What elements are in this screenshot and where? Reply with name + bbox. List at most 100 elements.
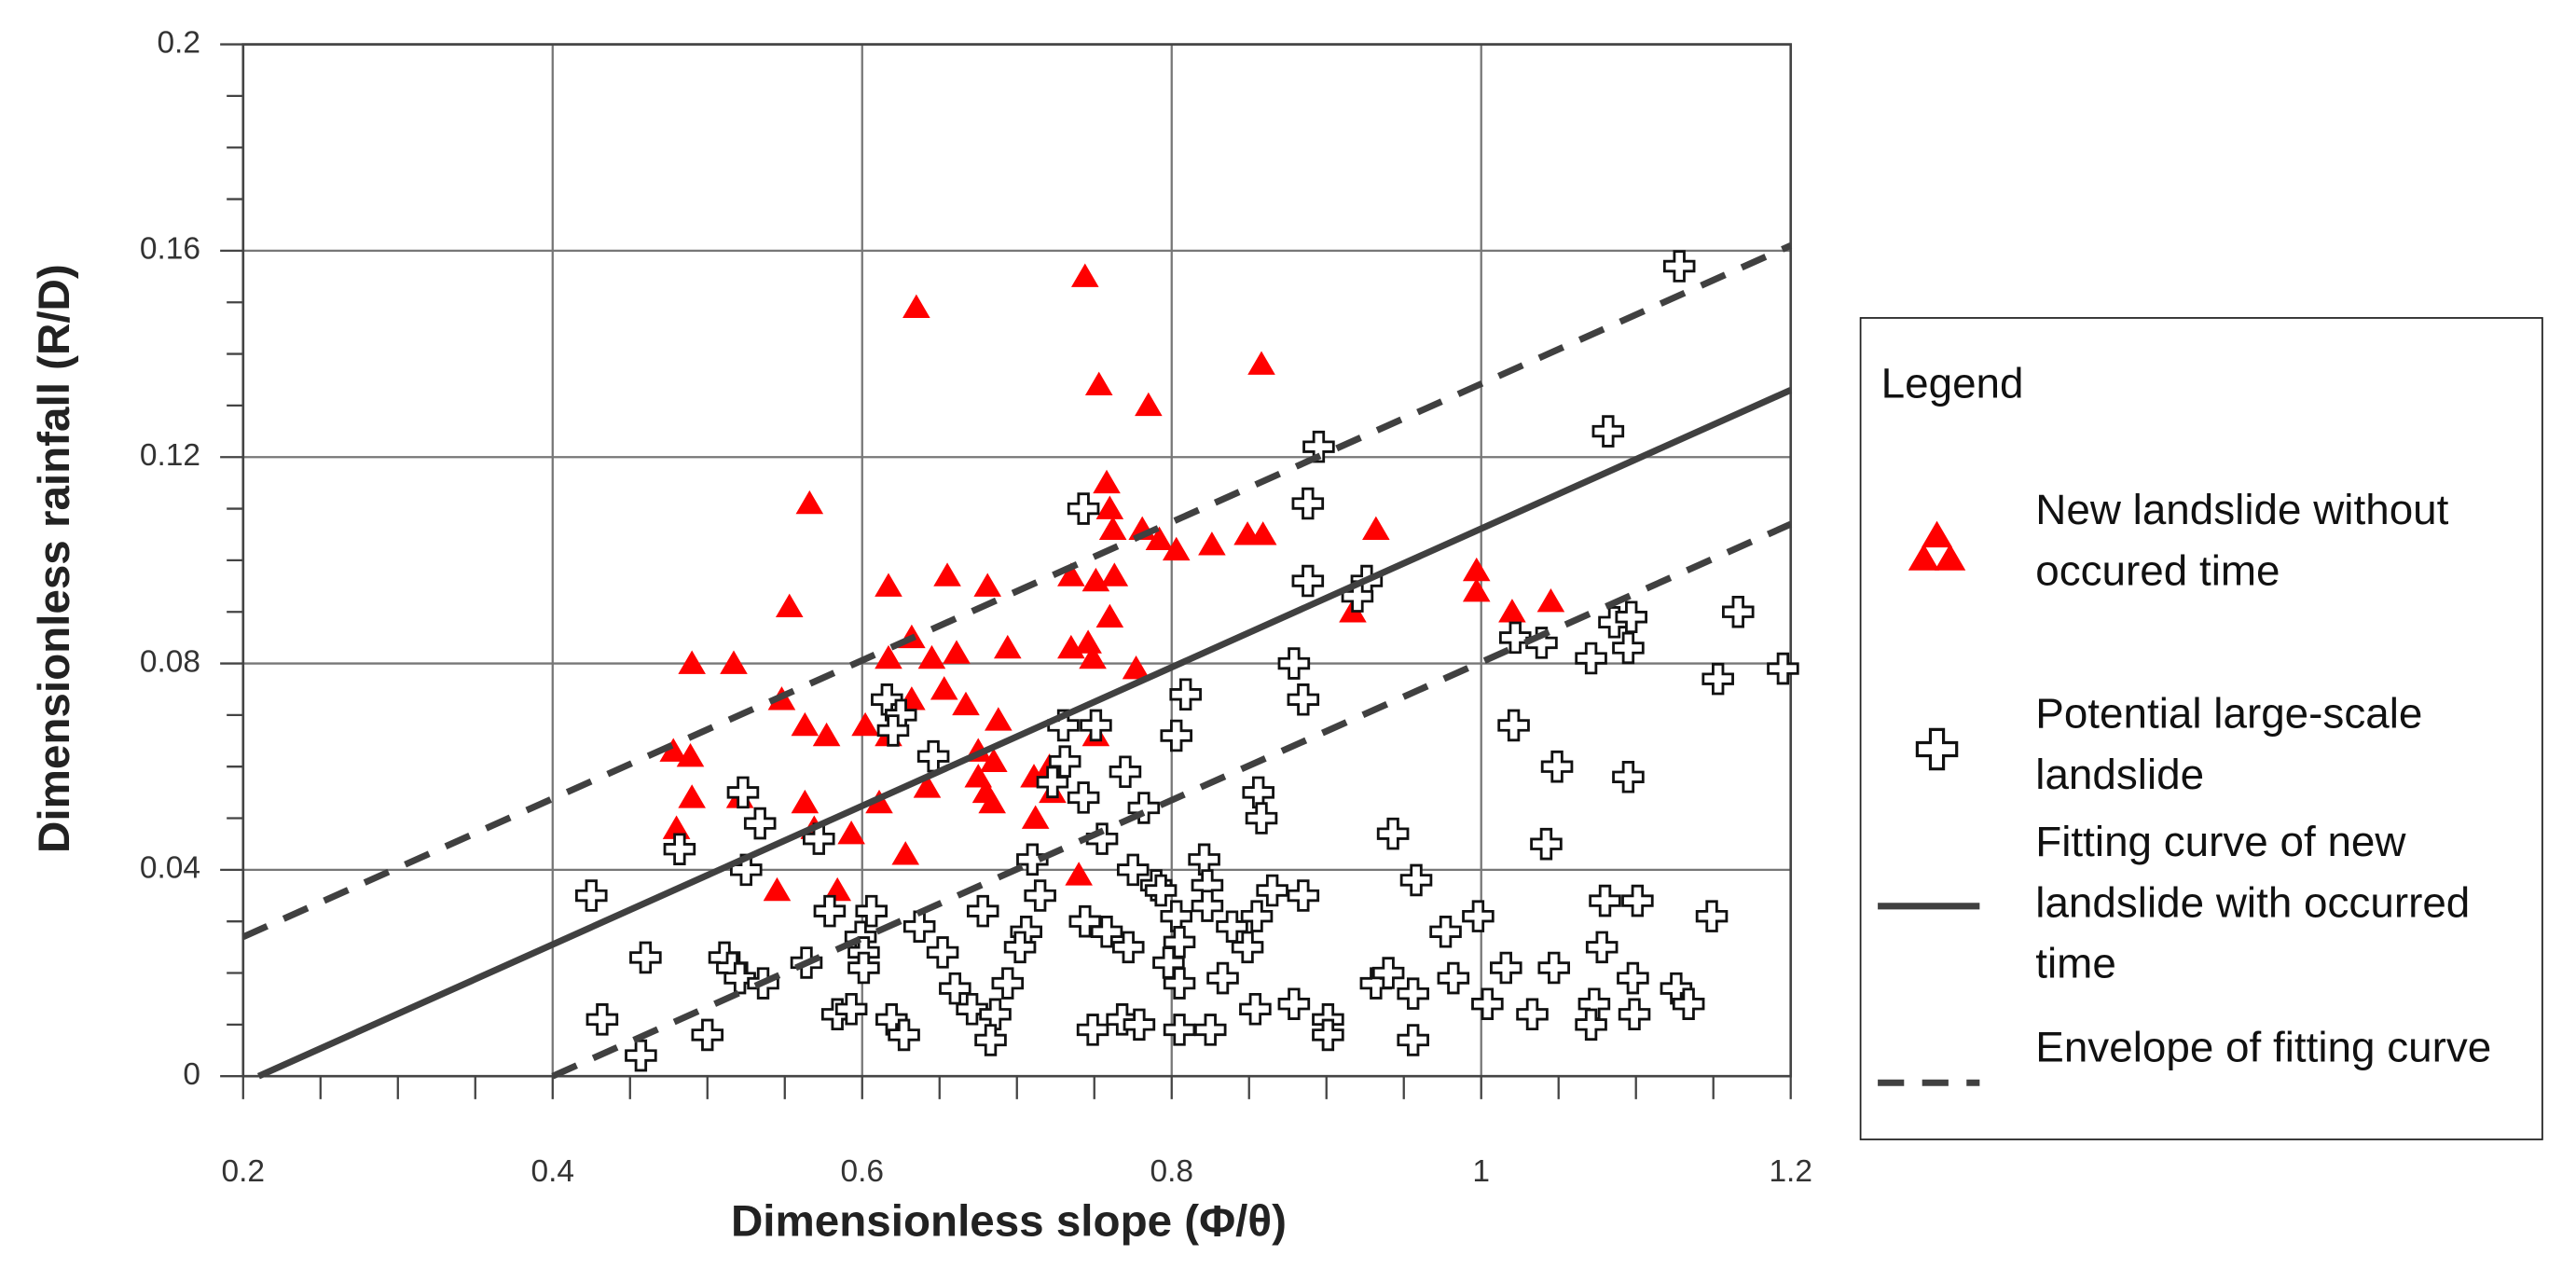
data-point	[1193, 1014, 1227, 1046]
data-point	[1093, 469, 1121, 494]
y-axis-label: Dimensionless rainfall (R/D)	[30, 264, 79, 853]
data-point	[678, 784, 706, 808]
legend-item: New landslide without occured time	[1861, 480, 2542, 612]
data-point	[1585, 931, 1619, 964]
data-point	[978, 789, 1006, 814]
data-point	[1591, 415, 1625, 448]
data-point	[1106, 1003, 1138, 1036]
legend-icon	[1908, 520, 1966, 571]
data-point	[763, 876, 792, 902]
data-point	[1245, 802, 1278, 835]
data-point	[1095, 603, 1124, 628]
data-point	[1701, 662, 1734, 696]
legend-icon	[1878, 903, 1980, 910]
data-point	[1100, 562, 1129, 586]
data-point	[1256, 874, 1288, 907]
data-point	[1084, 371, 1113, 396]
data-point	[1490, 951, 1522, 985]
data-point	[930, 676, 958, 700]
data-point	[1135, 392, 1163, 417]
data-point	[1021, 805, 1050, 829]
data-point	[985, 707, 1012, 731]
data-point	[1111, 931, 1145, 964]
data-point	[720, 650, 748, 674]
data-point	[991, 967, 1025, 1000]
data-point	[1068, 904, 1102, 938]
data-point	[1231, 931, 1264, 964]
data-point	[847, 951, 880, 985]
legend-marker	[1915, 727, 1959, 771]
data-point	[1065, 862, 1093, 886]
data-point	[1302, 430, 1335, 463]
legend-icon	[1878, 1079, 1980, 1086]
x-axis-label: Dimensionless slope (Φ/θ)	[731, 1196, 1287, 1246]
data-point	[1617, 961, 1649, 995]
data-point	[875, 644, 902, 669]
data-point	[1122, 655, 1150, 680]
data-point	[1662, 250, 1696, 283]
y-tick-label: 0.04	[140, 851, 200, 886]
data-point	[1074, 629, 1102, 654]
legend-item: Envelope of fitting curve	[1861, 1017, 2542, 1149]
x-tick-label: 0.6	[840, 1154, 884, 1189]
data-point	[1277, 647, 1311, 680]
data-point	[1767, 652, 1799, 685]
y-tick-label: 0.16	[140, 232, 200, 267]
data-layer	[241, 242, 1799, 1080]
data-point	[993, 634, 1022, 659]
data-point	[726, 776, 760, 809]
x-tick-label: 1	[1472, 1154, 1490, 1189]
data-point	[663, 833, 696, 866]
data-point	[723, 961, 756, 995]
y-tick-label: 0.2	[157, 25, 200, 60]
data-point	[1090, 915, 1123, 948]
data-point	[1076, 1014, 1109, 1046]
legend-label: Envelope of fitting curve	[2035, 1022, 2492, 1071]
data-point	[979, 998, 1012, 1031]
data-point	[952, 691, 980, 716]
data-point	[1498, 599, 1526, 623]
legend-item: Fitting curve of new landslide with occu…	[1861, 811, 2542, 1000]
data-point	[775, 593, 804, 617]
data-point	[1672, 987, 1705, 1020]
data-point	[1109, 755, 1142, 789]
data-point	[1070, 263, 1099, 287]
data-point	[1695, 900, 1729, 932]
data-point	[629, 941, 662, 974]
data-point	[1397, 1024, 1429, 1056]
legend: Legend New landslide without occured tim…	[1859, 317, 2543, 1140]
y-tick-label: 0.08	[140, 644, 200, 679]
data-point	[1612, 761, 1645, 793]
data-point	[902, 294, 930, 319]
data-point	[1516, 998, 1549, 1031]
data-point	[1575, 1008, 1607, 1042]
data-point	[678, 650, 706, 674]
data-point	[791, 789, 820, 814]
data-point	[1376, 817, 1410, 850]
data-point	[1163, 967, 1196, 1000]
data-point	[1462, 557, 1491, 582]
data-point	[1057, 634, 1085, 659]
data-point	[1123, 1008, 1156, 1042]
y-tick-label: 0.12	[140, 438, 200, 473]
data-point	[1287, 683, 1320, 716]
data-point	[1362, 516, 1390, 540]
data-point	[875, 573, 902, 597]
data-point	[891, 841, 920, 865]
data-point	[676, 743, 705, 767]
data-point	[1247, 351, 1275, 375]
data-point	[1160, 719, 1192, 752]
data-point	[1206, 961, 1239, 995]
data-point	[851, 711, 879, 737]
data-point	[834, 992, 868, 1026]
data-point	[1536, 588, 1565, 613]
data-point	[876, 714, 910, 747]
data-point	[659, 738, 688, 762]
data-point	[1530, 827, 1563, 861]
fit-line	[241, 242, 1793, 1080]
data-point	[888, 1018, 920, 1052]
data-point	[1471, 987, 1504, 1020]
legend-label: New landslide without occured time	[2035, 484, 2449, 595]
data-point	[1145, 526, 1174, 551]
data-point	[1057, 562, 1085, 586]
